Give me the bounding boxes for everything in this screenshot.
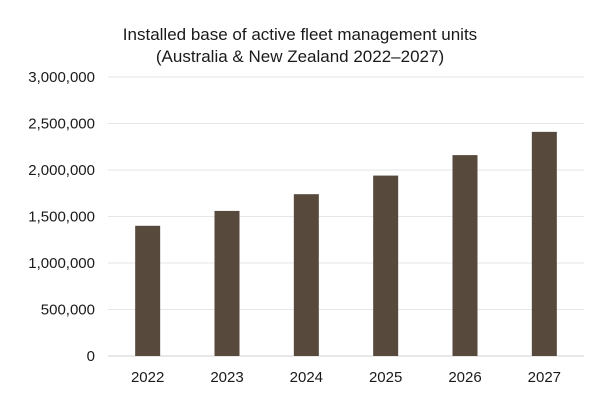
x-tick-label: 2022 bbox=[131, 369, 164, 386]
x-tick-label: 2023 bbox=[210, 369, 243, 386]
x-tick-label: 2024 bbox=[290, 369, 323, 386]
bar-2022 bbox=[135, 225, 161, 356]
x-tick-label: 2025 bbox=[369, 369, 402, 386]
y-tick-label: 500,000 bbox=[41, 302, 95, 319]
y-tick-label: 2,000,000 bbox=[28, 162, 95, 179]
y-axis-ticks: 0 500,000 1,000,000 1,500,000 2,000,000 2,500… bbox=[28, 69, 95, 365]
bars bbox=[135, 131, 557, 356]
bar-2023 bbox=[214, 210, 240, 356]
x-tick-label: 2026 bbox=[448, 369, 481, 386]
bar-2025 bbox=[373, 175, 399, 356]
gridlines bbox=[108, 76, 584, 357]
chart-title-line-2: (Australia & New Zealand 2022–2027) bbox=[156, 47, 444, 66]
y-tick-label: 1,500,000 bbox=[28, 209, 95, 226]
bar-2026 bbox=[452, 155, 478, 356]
chart-title-line-1: Installed base of active fleet managemen… bbox=[123, 25, 477, 44]
y-tick-label: 0 bbox=[87, 348, 95, 365]
x-tick-label: 2027 bbox=[528, 369, 561, 386]
y-tick-label: 1,000,000 bbox=[28, 255, 95, 272]
y-tick-label: 2,500,000 bbox=[28, 116, 95, 133]
bar-2024 bbox=[293, 194, 319, 356]
bar-2027 bbox=[531, 131, 557, 356]
x-axis-ticks: 2022 2023 2024 2025 2026 2027 bbox=[131, 369, 561, 386]
y-tick-label: 3,000,000 bbox=[28, 69, 95, 86]
